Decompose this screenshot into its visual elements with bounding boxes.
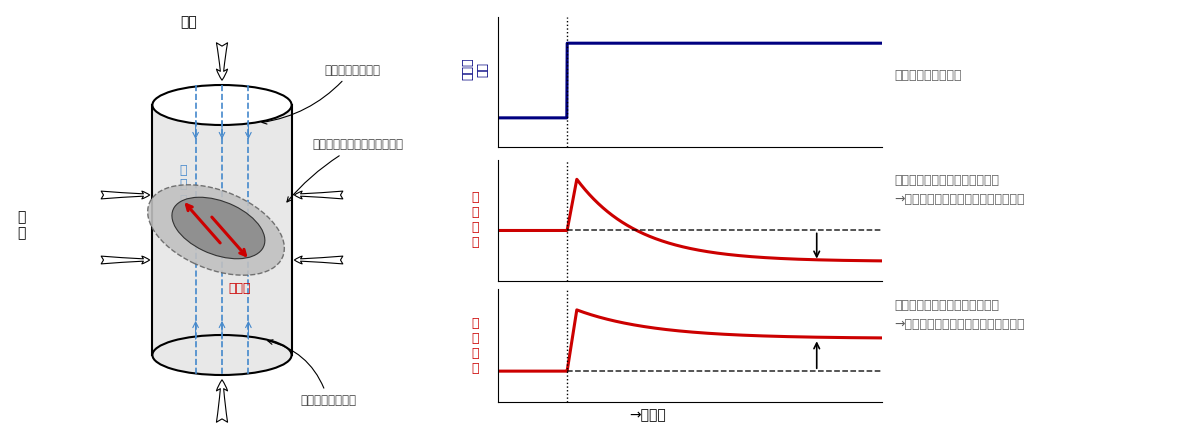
- Text: 摩
擦
係
数: 摩 擦 係 数: [472, 317, 479, 375]
- Ellipse shape: [152, 335, 292, 375]
- Text: 摩擦係数がもとの値より上がる
→　摩擦係数のすべり速度依存性が正: 摩擦係数がもとの値より上がる → 摩擦係数のすべり速度依存性が正: [894, 299, 1025, 331]
- Ellipse shape: [152, 85, 292, 125]
- Text: 封
圧: 封 圧: [18, 210, 25, 240]
- Text: 軸圧: 軸圧: [180, 15, 197, 29]
- Text: 摩
擦
係
数: 摩 擦 係 数: [472, 191, 479, 249]
- Text: すべり: すべり: [229, 282, 251, 295]
- Text: 摩擦係数がもとの値より下がる
→　摩擦係数のすべり速度依存性が負: 摩擦係数がもとの値より下がる → 摩擦係数のすべり速度依存性が負: [894, 174, 1025, 206]
- Ellipse shape: [172, 197, 265, 259]
- Text: →　変位: → 変位: [630, 409, 666, 422]
- Ellipse shape: [148, 185, 284, 275]
- Text: 間
隙
水: 間 隙 水: [180, 163, 187, 206]
- Text: 多孔質スペーサー: 多孔質スペーサー: [268, 340, 356, 407]
- Text: 多孔質スペーサー: 多孔質スペーサー: [262, 64, 380, 124]
- Text: プレート境界断層の模擬物質: プレート境界断層の模擬物質: [287, 139, 403, 202]
- Text: すべり
速度: すべり 速度: [461, 58, 488, 80]
- Text: すべり速度を上げる: すべり速度を上げる: [894, 69, 961, 82]
- Polygon shape: [152, 105, 292, 355]
